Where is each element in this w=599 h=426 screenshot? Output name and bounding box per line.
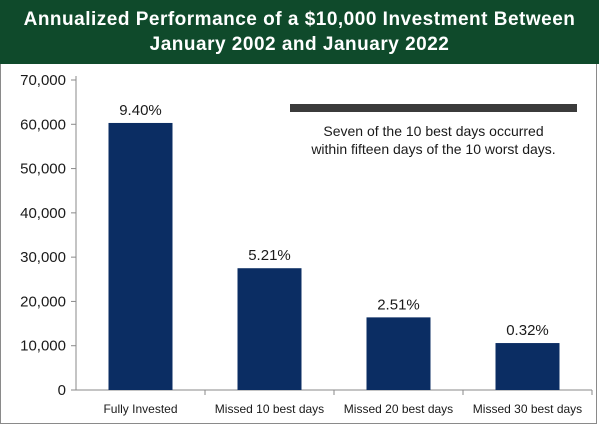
y-tick-label: 0 bbox=[58, 382, 66, 399]
bar-chart: 0 10,000 20,000 30,000 40,000 50,000 60,000 70,… bbox=[20, 72, 593, 416]
y-tick-label: 30,000 bbox=[20, 249, 66, 266]
y-tick-label: 50,000 bbox=[20, 161, 66, 178]
y-tick-label: 70,000 bbox=[20, 72, 66, 89]
x-category-label: Missed 30 best days bbox=[473, 402, 582, 416]
annotation-line2: within fifteen days of the 10 worst days… bbox=[311, 141, 556, 157]
chart-title-line2: January 2002 and January 2022 bbox=[149, 34, 450, 55]
bar bbox=[108, 122, 173, 390]
x-category-label: Missed 10 best days bbox=[215, 402, 324, 416]
bar bbox=[237, 268, 302, 390]
bar bbox=[366, 317, 431, 390]
bar bbox=[495, 343, 560, 390]
chart-title-line1: Annualized Performance of a $10,000 Inve… bbox=[23, 9, 576, 30]
data-label: 0.32% bbox=[506, 322, 549, 339]
annotation-line1: Seven of the 10 best days occurred bbox=[323, 123, 544, 139]
x-category-label: Missed 20 best days bbox=[344, 402, 453, 416]
y-tick-label: 10,000 bbox=[20, 338, 66, 355]
data-label: 5.21% bbox=[248, 247, 291, 264]
y-tick-label: 40,000 bbox=[20, 205, 66, 222]
x-category-label: Fully Invested bbox=[103, 402, 177, 416]
y-tick-label: 60,000 bbox=[20, 116, 66, 133]
data-label: 2.51% bbox=[377, 296, 420, 313]
annotation-text: Seven of the 10 best days occurred withi… bbox=[290, 122, 577, 158]
chart-title: Annualized Performance of a $10,000 Inve… bbox=[0, 0, 599, 64]
annotation-bar bbox=[290, 104, 577, 112]
data-label: 9.40% bbox=[119, 102, 162, 119]
y-tick-label: 20,000 bbox=[20, 293, 66, 310]
annotation-box: Seven of the 10 best days occurred withi… bbox=[290, 104, 577, 158]
